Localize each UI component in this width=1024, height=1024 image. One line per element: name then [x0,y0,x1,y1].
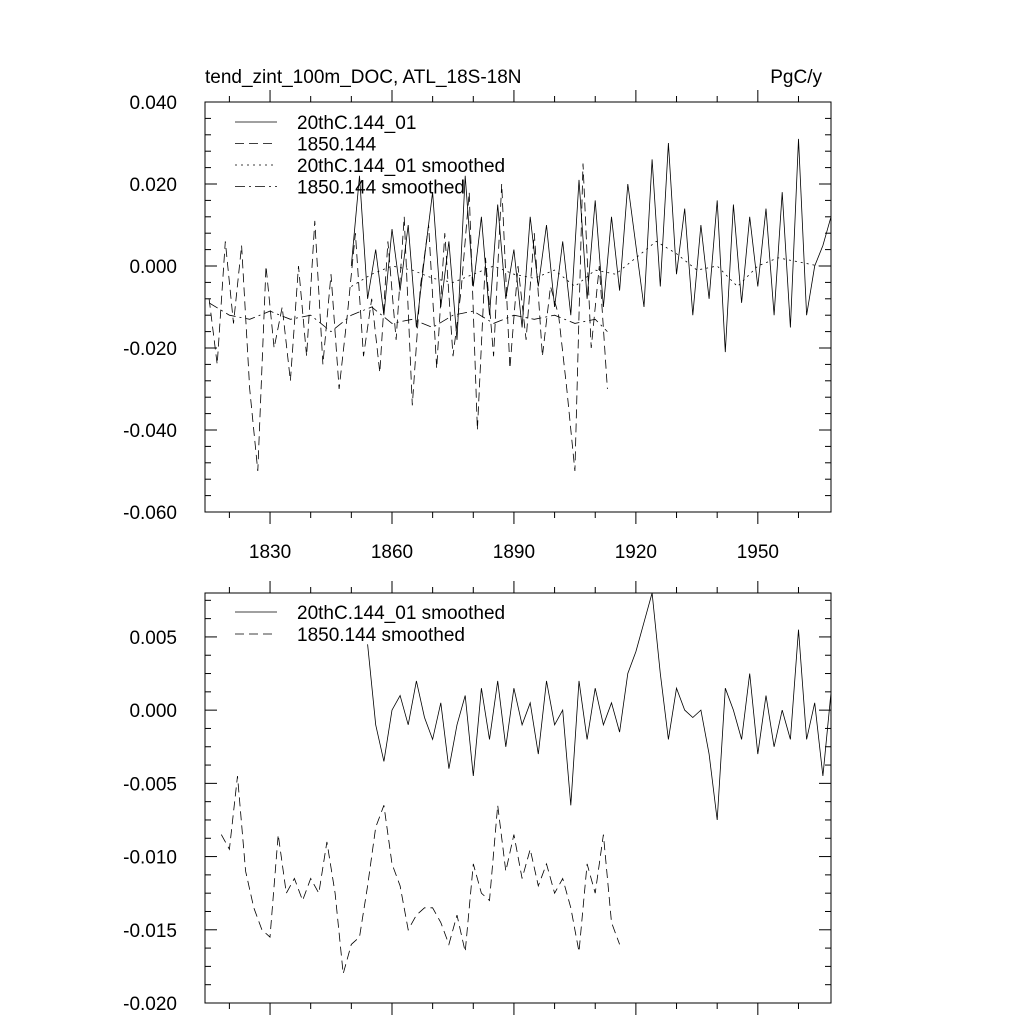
top-legend-label: 1850.144 [297,135,377,156]
bottom-ytick-label: -0.020 [123,994,177,1015]
top-legend-label: 20thC.144_01 [297,113,416,134]
top-chart-units: PgC/y [770,67,822,88]
top-series-1-line [208,163,608,472]
top-xtick-label: 1920 [615,542,657,563]
top-legend-label: 20thC.144_01 smoothed [297,156,505,177]
top-panel: tend_zint_100m_DOC, ATL_18S-18N PgC/y 18… [123,67,832,563]
top-xtick-label: 1890 [493,542,535,563]
top-xtick-label: 1830 [249,542,291,563]
top-series-2-line [351,240,819,288]
top-xtick-label: 1860 [371,542,413,563]
top-ytick-label: 0.020 [129,175,177,196]
top-ytick-label: 0.040 [129,93,177,114]
bottom-ytick-label: -0.015 [123,921,177,942]
bottom-ytick-label: -0.010 [123,848,177,869]
bottom-legend-label: 20thC.144_01 smoothed [297,603,505,624]
bottom-plot-frame [204,592,832,1004]
top-chart-title: tend_zint_100m_DOC, ATL_18S-18N [205,67,522,88]
bottom-ytick-label: 0.000 [129,701,177,722]
bottom-ytick-label: -0.005 [123,774,177,795]
bottom-series-1-line [220,775,620,974]
bottom-panel: -0.020 -0.015 -0.010 -0.005 0.000 0.005 20thC.… [123,581,832,1015]
top-ytick-label: -0.060 [123,503,177,524]
top-ytick-label: -0.020 [123,339,177,360]
top-ytick-label: -0.040 [123,421,177,442]
top-series-0-line [350,138,832,353]
top-ytick-label: 0.000 [129,257,177,278]
top-xtick-label: 1950 [737,542,779,563]
bottom-ytick-label: 0.005 [129,628,177,649]
top-plot-frame [204,101,832,513]
bottom-series-0-line [367,592,832,821]
top-legend-label: 1850.144 smoothed [297,178,465,199]
bottom-legend-label: 1850.144 smoothed [297,625,465,646]
